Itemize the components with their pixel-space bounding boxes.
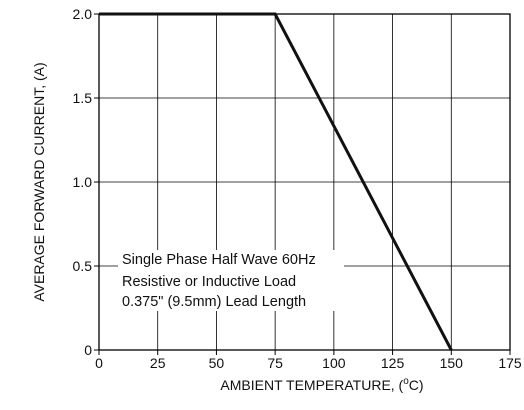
annotation-background (118, 250, 344, 311)
y-axis-title: AVERAGE FORWARD CURRENT, (A) (31, 62, 47, 301)
x-tick-label: 100 (322, 355, 346, 371)
x-tick-label: 75 (267, 355, 283, 371)
x-axis-title-unit: C) (409, 377, 424, 393)
x-tick-label: 125 (381, 355, 405, 371)
x-axis-title: AMBIENT TEMPERATURE, (oC) (220, 376, 423, 393)
x-tick-label: 175 (498, 355, 522, 371)
x-tick-label: 0 (95, 355, 103, 371)
series-layer (99, 12, 453, 351)
annotation-line-1: Single Phase Half Wave 60Hz (122, 252, 316, 268)
y-tick-label: 0 (84, 342, 92, 358)
x-tick-label: 50 (209, 355, 225, 371)
x-tick-label: 150 (440, 355, 464, 371)
y-tick-label: 1.5 (73, 90, 93, 106)
annotation-line-2: Resistive or Inductive Load (122, 274, 296, 290)
annotation-line-3: 0.375" (9.5mm) Lead Length (122, 294, 306, 310)
y-tick-label: 1.0 (73, 174, 93, 190)
x-axis-title-main: AMBIENT TEMPERATURE, ( (220, 377, 403, 393)
x-axis-ticks: 0 25 50 75 100 125 150 175 (95, 350, 522, 371)
y-tick-label: 2.0 (73, 6, 93, 22)
y-tick-label: 0.5 (73, 258, 93, 274)
y-axis-ticks: 0 0.5 1.0 1.5 2.0 (73, 6, 99, 358)
degree-symbol: o (403, 376, 409, 387)
x-tick-label: 25 (150, 355, 166, 371)
derating-curve (99, 12, 453, 351)
